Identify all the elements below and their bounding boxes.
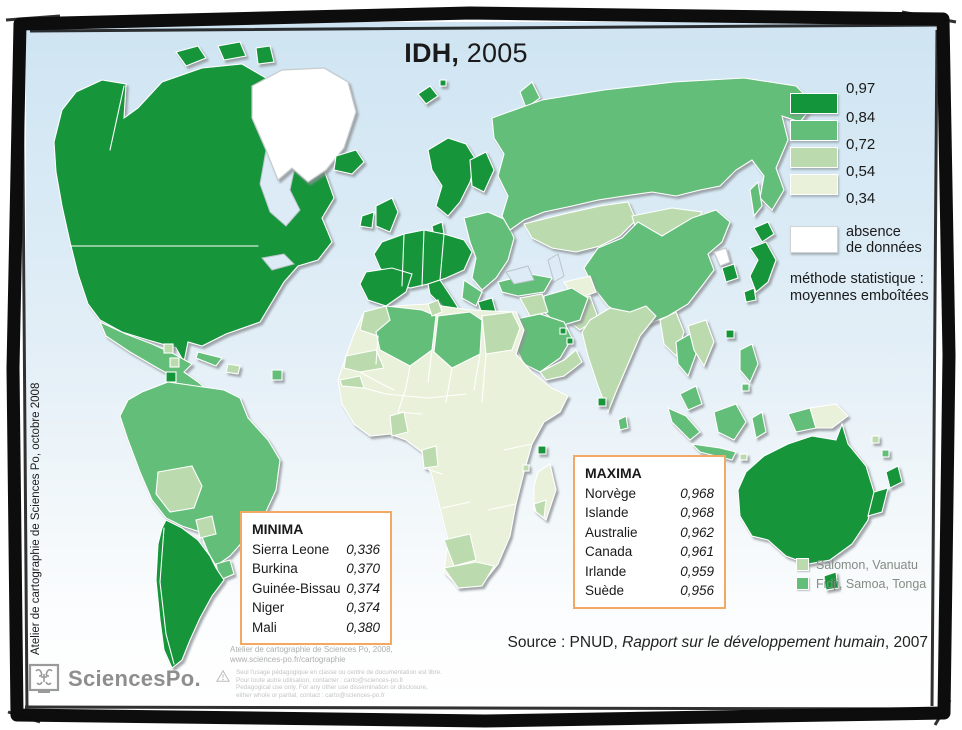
legend-method-note: méthode statistique : moyennes emboîtées <box>790 271 929 304</box>
side-credit: Atelier de cartographie de Sciences Po, … <box>30 382 42 655</box>
islands-legend-row: Salomon, Vanuatu <box>796 555 926 574</box>
legend-swatch-nodata <box>790 226 838 253</box>
region-russia <box>491 77 815 231</box>
island-marker <box>537 445 547 455</box>
legend-swatch-class3 <box>790 147 838 168</box>
footer-credit: Atelier de cartographie de Sciences Po, … <box>230 645 393 664</box>
table-row: Guinée-Bissau 0,374 <box>252 580 380 596</box>
island-marker <box>741 383 750 392</box>
legend-value: 0,84 <box>846 109 876 126</box>
minima-box: MINIMA Sierra Leone 0,336 Burkina 0,370 Gu… <box>240 511 392 645</box>
table-row: Norvège 0,968 <box>585 485 714 501</box>
sciencespo-logo-text: SciencesPo. <box>68 666 201 691</box>
island-marker <box>559 327 567 335</box>
table-row: Suède 0,956 <box>585 583 714 598</box>
table-row: Irlande 0,959 <box>585 563 714 579</box>
island-marker <box>163 343 174 354</box>
sciencespo-logo: SciencesPo. <box>28 663 201 695</box>
islands-legend-row: Fidji, Samoa, Tonga <box>796 574 926 593</box>
island-marker <box>725 329 735 339</box>
source-note: Source : PNUD, Rapport sur le développem… <box>507 634 928 651</box>
map-title: IDH, 2005 <box>326 38 606 69</box>
island-marker <box>566 337 574 345</box>
island-marker <box>881 449 890 458</box>
table-row: Burkina 0,370 <box>252 561 380 576</box>
island-marker <box>439 79 447 87</box>
islands-swatch-class2 <box>796 577 809 590</box>
legend-swatch-class4 <box>790 174 838 195</box>
disclaimer-lines: Seul l'usage pédagogique en classe ou ce… <box>236 669 442 699</box>
table-row: Niger 0,374 <box>252 600 380 615</box>
legend-value: 0,97 <box>846 80 876 97</box>
islands-legend: Salomon, Vanuatu Fidji, Samoa, Tonga <box>796 555 926 593</box>
island-marker <box>169 357 180 368</box>
island-marker <box>739 453 748 461</box>
legend-value: 0,34 <box>846 190 876 207</box>
table-row: Canada 0,961 <box>585 544 714 559</box>
maxima-title: MAXIMA <box>585 465 642 481</box>
legend-swatch-class2 <box>790 120 838 141</box>
warning-icon <box>216 669 230 682</box>
table-row: Australie 0,962 <box>585 524 714 540</box>
minima-title: MINIMA <box>252 521 304 537</box>
legend-nodata-label: absence de données <box>846 224 922 256</box>
island-marker <box>597 397 607 407</box>
map-title-main: IDH, <box>404 38 460 68</box>
legend-value: 0,72 <box>846 136 876 153</box>
island-marker <box>271 369 283 381</box>
island-marker <box>871 435 880 444</box>
legend-swatch-class1 <box>790 93 838 114</box>
sciencespo-logo-icon <box>28 663 60 693</box>
map-sheet: IDH, 2005 0,97 0,84 0,72 0,54 0,34 absen… <box>26 22 936 704</box>
island-marker <box>165 371 177 383</box>
table-row: Islande 0,968 <box>585 505 714 520</box>
table-row: Mali 0,380 <box>252 619 380 635</box>
table-row: Sierra Leone 0,336 <box>252 541 380 557</box>
legend-value: 0,54 <box>846 163 876 180</box>
map-title-year: 2005 <box>459 38 528 68</box>
maxima-box: MAXIMA Norvège 0,968 Islande 0,968 Austral… <box>573 455 726 609</box>
footer-disclaimer: Seul l'usage pédagogique en classe ou ce… <box>216 669 442 699</box>
island-marker <box>522 464 530 472</box>
islands-swatch-class3 <box>796 558 809 571</box>
